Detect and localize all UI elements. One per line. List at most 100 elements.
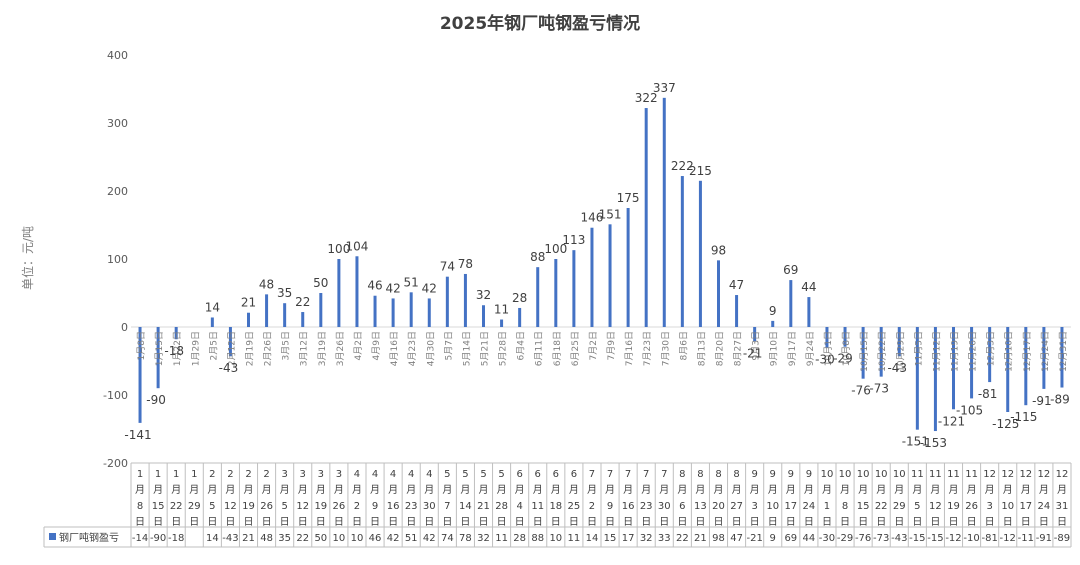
category-axis-label: 3月12日	[299, 331, 310, 366]
category-label: 月	[677, 484, 687, 496]
data-label: 222	[671, 159, 694, 173]
category-label: 日	[677, 517, 687, 528]
category-label: 7	[643, 469, 649, 480]
bar	[1060, 327, 1064, 388]
bar	[1024, 327, 1028, 406]
category-label: 月	[135, 484, 145, 496]
data-label: -18	[164, 344, 184, 358]
category-axis-label: 8月13日	[696, 331, 707, 366]
category-axis-label: 5月21日	[480, 331, 491, 366]
category-label: 26	[965, 501, 978, 512]
category-label: 日	[768, 517, 778, 528]
bar	[409, 292, 413, 327]
data-label: -43	[887, 361, 907, 375]
bar	[301, 312, 305, 327]
category-label: 27	[730, 501, 743, 512]
bar	[228, 327, 232, 357]
category-label: 28	[495, 501, 508, 512]
category-label: 12	[1019, 469, 1032, 480]
data-label: -105	[956, 403, 983, 417]
category-label: 10	[766, 501, 779, 512]
data-label: -29	[833, 352, 853, 366]
category-label: 月	[876, 484, 886, 496]
category-label: 月	[479, 484, 489, 496]
category-label: 3	[281, 469, 287, 480]
data-label: -76	[851, 384, 871, 398]
bar	[680, 176, 684, 327]
category-label: 3	[336, 469, 342, 480]
category-axis-label: 4月23日	[407, 331, 418, 366]
category-label: 4	[516, 501, 522, 512]
data-label: -91	[1032, 394, 1052, 408]
category-label: 4	[426, 469, 432, 480]
category-axis-label: 1月29日	[190, 331, 201, 366]
category-label: 12	[1038, 469, 1051, 480]
table-value: 10	[333, 533, 346, 544]
bar	[247, 312, 250, 327]
category-label: 月	[714, 484, 724, 496]
table-value: 46	[369, 533, 382, 544]
category-label: 16	[387, 501, 400, 512]
table-value: -11	[1018, 533, 1034, 544]
category-label: 月	[171, 484, 181, 496]
category-label: 7	[444, 501, 450, 512]
y-tick-label: 0	[121, 321, 128, 334]
category-label: 日	[641, 517, 651, 528]
chart-title: 2025年钢厂吨钢盈亏情况	[440, 13, 640, 34]
data-label: 46	[367, 279, 382, 293]
category-label: 月	[804, 484, 814, 496]
table-value: -73	[873, 533, 889, 544]
category-label: 9	[806, 469, 812, 480]
bar	[445, 276, 449, 327]
category-label: 月	[949, 484, 959, 496]
data-label: 78	[458, 257, 473, 271]
table-value: 42	[387, 533, 400, 544]
category-label: 月	[930, 484, 940, 496]
category-label: 日	[1057, 517, 1067, 528]
category-label: 18	[549, 501, 562, 512]
category-label: 19	[314, 501, 327, 512]
table-value: 47	[730, 533, 743, 544]
category-label: 19	[242, 501, 255, 512]
category-label: 日	[623, 517, 633, 528]
bar	[1042, 327, 1046, 389]
category-label: 11	[947, 469, 960, 480]
category-label: 日	[876, 517, 886, 528]
bar	[319, 293, 323, 327]
category-label: 10	[893, 469, 906, 480]
table-value: 35	[278, 533, 291, 544]
data-label: -43	[219, 361, 239, 375]
data-label: 215	[689, 164, 712, 178]
category-label: 月	[153, 484, 163, 496]
category-axis-label: 9月24日	[805, 331, 816, 366]
category-label: 日	[334, 517, 344, 528]
category-label: 1	[824, 501, 830, 512]
data-label: 151	[599, 207, 622, 221]
bar	[373, 295, 377, 327]
category-label: 31	[1056, 501, 1069, 512]
category-label: 30	[658, 501, 671, 512]
bar	[988, 327, 992, 383]
category-label: 日	[442, 517, 452, 528]
bar	[337, 259, 341, 327]
category-label: 月	[533, 484, 543, 496]
category-axis-label: 12月17日	[1022, 331, 1033, 372]
table-value: -21	[746, 533, 762, 544]
category-axis-label: 5月14日	[461, 331, 472, 366]
category-label: 23	[640, 501, 653, 512]
bar	[735, 295, 739, 327]
category-label: 日	[479, 517, 489, 528]
category-label: 5	[209, 501, 215, 512]
data-label: 50	[313, 276, 328, 290]
category-label: 日	[659, 517, 669, 528]
data-label: -121	[938, 414, 965, 428]
bar	[861, 327, 865, 379]
category-label: 20	[712, 501, 725, 512]
table-value: -18	[168, 533, 184, 544]
category-label: 日	[985, 517, 995, 528]
category-label: 月	[985, 484, 995, 496]
category-label: 日	[967, 517, 977, 528]
category-label: 日	[225, 517, 235, 528]
